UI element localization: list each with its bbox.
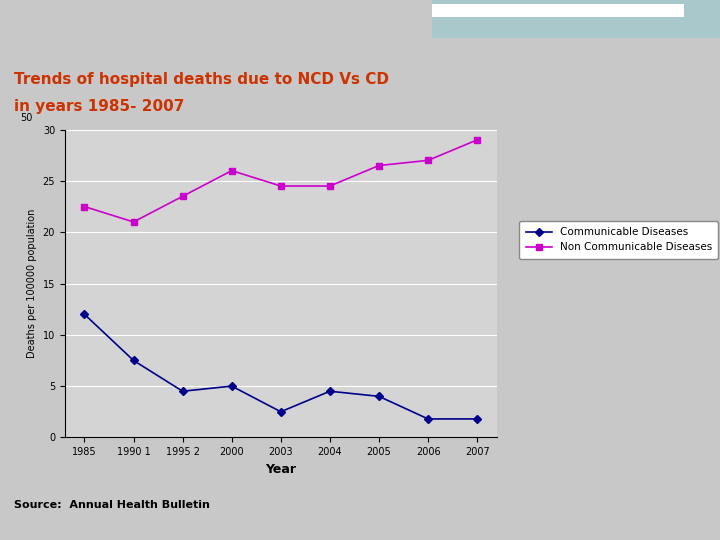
Non Communicable Diseases: [228, 167, 236, 174]
Non Communicable Diseases: [129, 219, 138, 225]
Non Communicable Diseases: [424, 157, 433, 164]
Legend: Communicable Diseases, Non Communicable Diseases: Communicable Diseases, Non Communicable …: [519, 221, 719, 259]
Y-axis label: Deaths per 100000 population: Deaths per 100000 population: [27, 209, 37, 358]
Communicable Diseases: [276, 408, 285, 415]
Communicable Diseases: [179, 388, 187, 394]
Non Communicable Diseases: [80, 204, 89, 210]
Non Communicable Diseases: [374, 163, 383, 169]
Communicable Diseases: [129, 357, 138, 364]
Non Communicable Diseases: [325, 183, 334, 190]
Communicable Diseases: [325, 388, 334, 394]
Bar: [432, 0, 720, 38]
Text: Trends of hospital deaths due to NCD Vs CD: Trends of hospital deaths due to NCD Vs …: [14, 72, 390, 87]
Communicable Diseases: [228, 383, 236, 389]
Line: Communicable Diseases: Communicable Diseases: [81, 312, 480, 422]
Text: in years 1985- 2007: in years 1985- 2007: [14, 99, 185, 114]
Line: Non Communicable Diseases: Non Communicable Diseases: [81, 137, 480, 225]
Communicable Diseases: [374, 393, 383, 400]
Bar: [432, 4, 684, 17]
X-axis label: Year: Year: [265, 463, 297, 476]
Communicable Diseases: [80, 311, 89, 318]
Non Communicable Diseases: [276, 183, 285, 190]
Non Communicable Diseases: [473, 137, 482, 143]
Communicable Diseases: [473, 416, 482, 422]
Text: Source:  Annual Health Bulletin: Source: Annual Health Bulletin: [14, 500, 210, 510]
Text: 50: 50: [19, 113, 32, 124]
Non Communicable Diseases: [179, 193, 187, 200]
Communicable Diseases: [424, 416, 433, 422]
